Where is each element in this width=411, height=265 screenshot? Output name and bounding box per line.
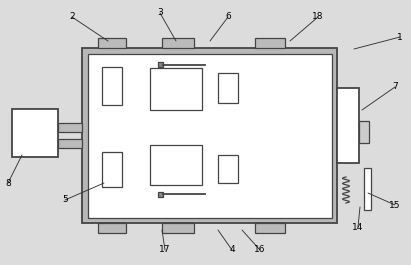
Bar [218, 155, 238, 183]
Bar [12, 109, 58, 157]
Bar [88, 54, 332, 218]
Bar [158, 62, 163, 67]
Bar [255, 38, 285, 48]
Bar [162, 223, 194, 233]
Text: 8: 8 [5, 179, 11, 188]
Bar [82, 48, 337, 223]
Bar [150, 68, 202, 110]
Bar [218, 73, 238, 103]
Bar [255, 223, 285, 233]
Text: 3: 3 [157, 8, 163, 17]
Text: 2: 2 [69, 12, 75, 21]
Text: 6: 6 [225, 12, 231, 21]
Bar [337, 88, 359, 163]
Bar [102, 67, 122, 105]
Bar [162, 38, 194, 48]
Text: 1: 1 [397, 33, 403, 42]
Text: 14: 14 [352, 223, 364, 232]
Bar [58, 139, 82, 148]
Text: 17: 17 [159, 245, 171, 254]
Text: 7: 7 [392, 82, 398, 91]
Bar [158, 192, 163, 197]
Text: 5: 5 [62, 196, 68, 205]
Bar [364, 168, 371, 210]
Text: 4: 4 [229, 245, 235, 254]
Text: 15: 15 [389, 201, 401, 210]
Bar [102, 152, 122, 187]
Bar [359, 121, 369, 143]
Bar [150, 145, 202, 185]
Bar [58, 123, 82, 132]
Text: 18: 18 [312, 12, 324, 21]
Bar [98, 38, 126, 48]
Bar [98, 223, 126, 233]
Text: 16: 16 [254, 245, 266, 254]
